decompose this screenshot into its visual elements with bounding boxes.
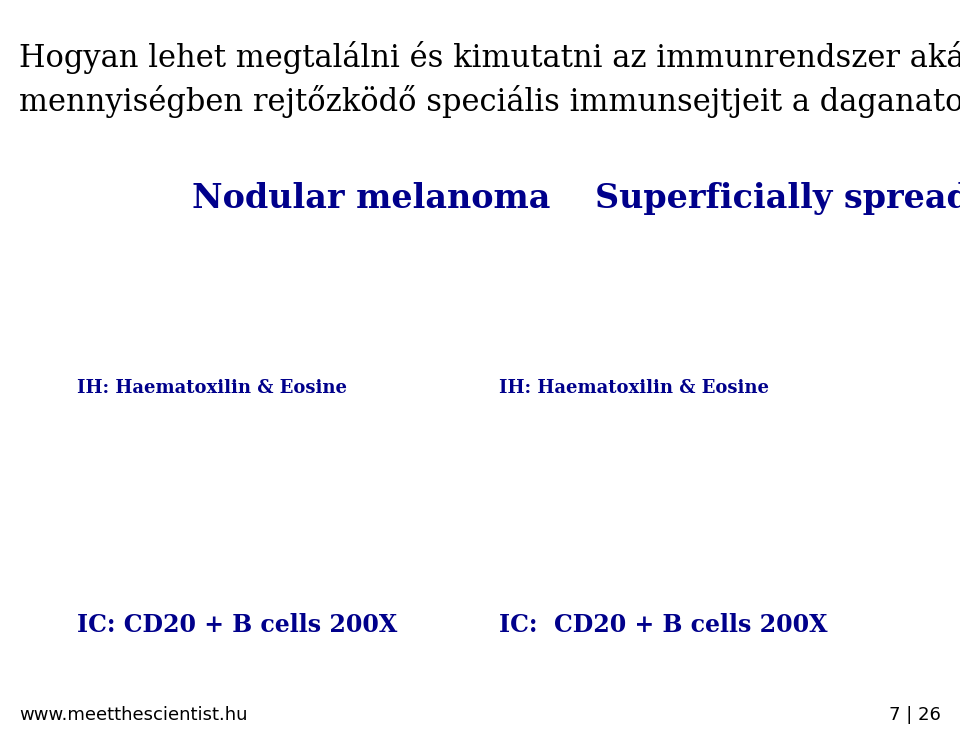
Text: IH: Haematoxilin & Eosine: IH: Haematoxilin & Eosine	[499, 379, 769, 397]
Text: Hogyan lehet megtalálni és kimutatni az immunrendszer akár minor: Hogyan lehet megtalálni és kimutatni az …	[19, 41, 960, 74]
Text: IC: CD20 + B cells 200X: IC: CD20 + B cells 200X	[77, 613, 397, 637]
Text: 7 | 26: 7 | 26	[889, 707, 941, 724]
Text: mennyiségben rejtőzködő speciális immunsejtjeit a daganatokban?: mennyiségben rejtőzködő speciális immuns…	[19, 85, 960, 118]
Text: IH: Haematoxilin & Eosine: IH: Haematoxilin & Eosine	[77, 379, 347, 397]
Text: Nodular melanoma: Nodular melanoma	[192, 182, 550, 215]
Text: www.meetthescientist.hu: www.meetthescientist.hu	[19, 707, 248, 724]
Text: Superficially spread melanoma: Superficially spread melanoma	[595, 182, 960, 215]
Text: IC:  CD20 + B cells 200X: IC: CD20 + B cells 200X	[499, 613, 828, 637]
